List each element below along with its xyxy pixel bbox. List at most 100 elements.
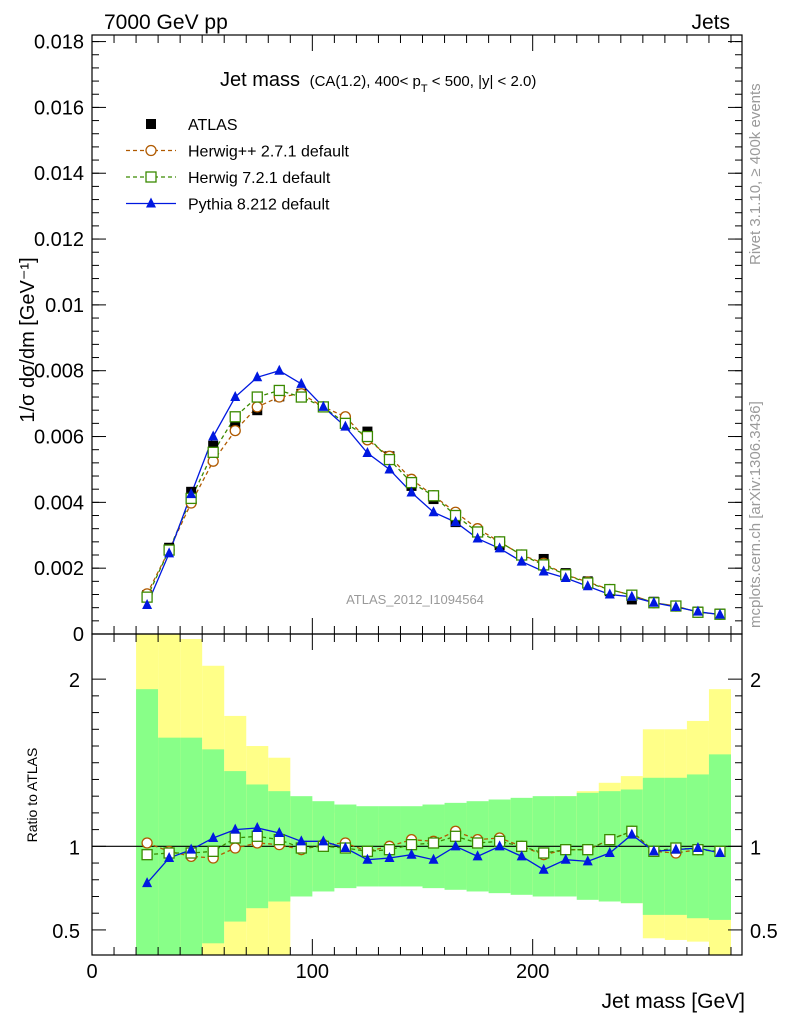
ratio-point-herwig7 bbox=[207, 845, 219, 857]
ratio-point-herwig7 bbox=[604, 833, 616, 846]
ratio-point-herwigpp bbox=[229, 842, 241, 854]
ratio-point-herwig7 bbox=[538, 847, 550, 859]
chart-title-sub-post: < 500, |y| < 2.0) bbox=[428, 73, 537, 90]
legend-label-herwigpp: Herwig++ 2.7.1 default bbox=[188, 144, 350, 161]
x-tick-label: 0 bbox=[86, 961, 97, 983]
ratio-point-herwig7 bbox=[141, 849, 153, 861]
ratio-tick-label-right: 2 bbox=[750, 670, 761, 692]
ratio-point-pythia bbox=[274, 826, 285, 837]
y-tick-label: 0.002 bbox=[34, 558, 84, 580]
main-point-pythia bbox=[208, 430, 219, 441]
y-tick-label: 0.006 bbox=[34, 427, 84, 449]
main-point-herwig7 bbox=[405, 476, 418, 489]
main-point-pythia bbox=[340, 420, 351, 431]
ratio-tick-label-right: 1 bbox=[750, 837, 761, 859]
chart-title-sub-index: T bbox=[421, 83, 428, 95]
ratio-point-herwig7 bbox=[516, 840, 528, 852]
legend-label-herwig7: Herwig 7.2.1 default bbox=[188, 170, 331, 187]
chart-title-sub-pre: (CA(1.2), 400< p bbox=[310, 73, 421, 90]
main-point-pythia bbox=[560, 572, 571, 583]
chart-title: Jet mass (CA(1.2), 400< pT < 500, |y| < … bbox=[220, 69, 536, 95]
ratio-line-herwig7 bbox=[147, 830, 721, 856]
ratio-point-pythia bbox=[714, 847, 725, 858]
ratio-point-pythia bbox=[208, 831, 219, 842]
x-axis-title: Jet mass [GeV] bbox=[601, 990, 745, 1013]
main-point-pythia bbox=[538, 565, 549, 576]
ratio-point-pythia bbox=[252, 821, 263, 832]
chart-title-main: Jet mass bbox=[220, 69, 300, 91]
main-point-pythia bbox=[494, 542, 505, 553]
main-point-pythia bbox=[450, 516, 461, 527]
main-point-herwig7 bbox=[207, 446, 219, 458]
ratio-point-pythia bbox=[560, 853, 571, 864]
main-point-pythia bbox=[428, 506, 439, 517]
y-tick-label: 0.014 bbox=[34, 163, 84, 185]
ratio-point-herwig7 bbox=[471, 837, 484, 849]
legend: ATLAS Herwig++ 2.7.1 default Herwig 7.2.1 … bbox=[126, 117, 350, 214]
main-point-pythia bbox=[626, 590, 637, 601]
header-right: Jets bbox=[691, 11, 730, 34]
ratio-tick-label: 0.5 bbox=[52, 921, 80, 943]
band-inner-bin bbox=[136, 689, 159, 955]
legend-label-pythia: Pythia 8.212 default bbox=[188, 197, 330, 214]
main-point-atlas bbox=[208, 440, 219, 451]
legend-marker-herwigpp bbox=[145, 144, 157, 157]
main-point-pythia bbox=[384, 463, 395, 474]
main-line-herwigpp bbox=[146, 393, 721, 615]
band-inner-bin bbox=[708, 754, 731, 920]
main-point-pythia bbox=[582, 580, 593, 591]
main-point-herwig7 bbox=[251, 391, 263, 403]
analysis-watermark: ATLAS_2012_I1094564 bbox=[346, 592, 484, 607]
ratio-point-pythia bbox=[428, 853, 439, 864]
ratio-tick-label-right: 0.5 bbox=[750, 921, 778, 943]
y-tick-label: 0.012 bbox=[34, 229, 84, 251]
legend-marker-atlas bbox=[146, 119, 156, 129]
ratio-point-pythia bbox=[538, 863, 549, 874]
ratio-point-herwig7 bbox=[582, 844, 594, 856]
main-point-herwig7 bbox=[273, 384, 285, 397]
ratio-point-herwig7 bbox=[449, 830, 462, 842]
main-point-herwig7 bbox=[295, 391, 307, 403]
y-tick-label: 0 bbox=[73, 624, 84, 646]
ratio-point-pythia bbox=[362, 853, 373, 864]
mcplots-label: mcplots.cern.ch [arXiv:1306.3436] bbox=[747, 401, 764, 628]
ratio-point-herwigpp bbox=[141, 837, 153, 849]
ratio-point-herwig7 bbox=[229, 832, 241, 844]
main-point-pythia bbox=[670, 601, 681, 612]
main-point-pythia bbox=[142, 599, 153, 610]
ratio-point-pythia bbox=[340, 842, 351, 852]
ratio-point-pythia bbox=[384, 852, 395, 863]
ratio-point-pythia bbox=[142, 877, 153, 888]
main-point-pythia bbox=[406, 486, 417, 497]
ratio-point-pythia bbox=[406, 848, 417, 859]
main-point-herwigpp bbox=[229, 424, 241, 437]
ratio-tick-label: 2 bbox=[69, 670, 80, 692]
ratio-point-herwig7 bbox=[251, 830, 263, 842]
ratio-point-pythia bbox=[450, 840, 461, 851]
main-point-herwig7 bbox=[427, 490, 440, 502]
y-tick-label: 0.01 bbox=[45, 295, 84, 317]
ratio-point-pythia bbox=[648, 845, 659, 856]
main-point-pythia bbox=[516, 555, 527, 566]
main-point-pythia bbox=[230, 391, 241, 402]
ratio-series bbox=[141, 821, 726, 888]
main-series bbox=[141, 364, 726, 620]
ratio-axis-title: Ratio to ATLAS bbox=[24, 748, 40, 843]
ratio-point-herwig7 bbox=[560, 844, 572, 856]
ratio-point-pythia bbox=[472, 850, 483, 861]
y-tick-label: 0.004 bbox=[34, 492, 84, 514]
legend-label-atlas: ATLAS bbox=[188, 117, 238, 134]
ratio-point-pythia bbox=[230, 823, 241, 834]
main-point-pythia bbox=[472, 532, 483, 543]
ratio-point-pythia bbox=[516, 850, 527, 861]
y-tick-label: 0.018 bbox=[34, 32, 84, 54]
rivet-label: Rivet 3.1.10, ≥ 400k events bbox=[747, 83, 764, 265]
legend-marker-herwig7 bbox=[145, 171, 157, 183]
main-point-pythia bbox=[648, 596, 659, 607]
ratio-point-pythia bbox=[296, 835, 307, 846]
main-point-pythia bbox=[362, 446, 373, 457]
ratio-point-pythia bbox=[494, 840, 505, 851]
main-point-pythia bbox=[692, 605, 703, 616]
main-point-pythia bbox=[318, 400, 329, 411]
